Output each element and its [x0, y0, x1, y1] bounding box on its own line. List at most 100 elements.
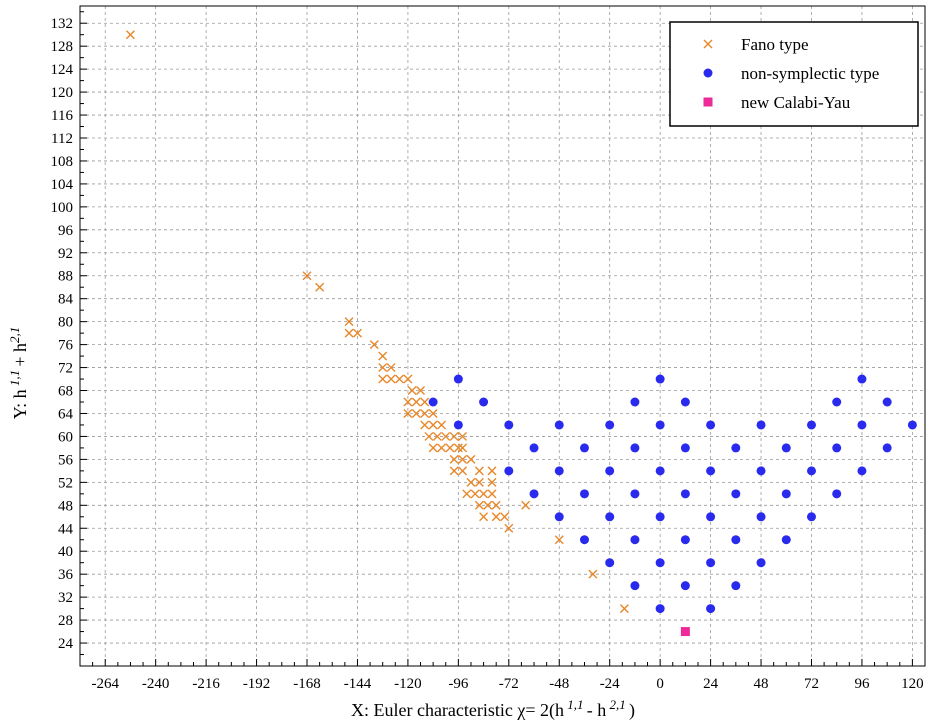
non-symplectic-point [781, 489, 791, 499]
fano-point [554, 535, 564, 545]
fano-point [432, 431, 442, 441]
fano-point [437, 420, 447, 430]
y-axis-title: Y: h 1,1 + h2,1 [7, 327, 31, 420]
non-symplectic-point [504, 466, 514, 476]
fano-point [403, 408, 413, 418]
y-tick-label: 116 [51, 108, 73, 124]
non-symplectic-point [857, 420, 867, 430]
non-symplectic-point [806, 420, 816, 430]
y-tick-label: 24 [58, 636, 74, 652]
non-symplectic-point [453, 374, 463, 384]
y-tick-label: 84 [58, 292, 74, 308]
x-tick-label: -72 [499, 676, 519, 692]
fano-point [466, 454, 476, 464]
non-symplectic-point [630, 581, 640, 591]
legend-marker [703, 39, 713, 49]
non-symplectic-point [605, 512, 615, 522]
y-tick-label: 56 [58, 452, 74, 468]
non-symplectic-point [655, 558, 665, 568]
non-symplectic-point [806, 512, 816, 522]
y-tick-label: 60 [58, 429, 73, 445]
non-symplectic-point [731, 443, 741, 453]
fano-point [474, 477, 484, 487]
non-symplectic-point [554, 466, 564, 476]
y-tick-label: 132 [51, 16, 74, 32]
non-symplectic-point [630, 535, 640, 545]
non-symplectic-point [529, 443, 539, 453]
non-symplectic-point [479, 397, 489, 407]
non-symplectic-point [655, 466, 665, 476]
fano-point [378, 351, 388, 361]
y-tick-label: 48 [58, 498, 73, 514]
non-symplectic-point [680, 443, 690, 453]
fano-point [487, 466, 497, 476]
y-tick-label: 64 [58, 406, 74, 422]
non-symplectic-point [731, 535, 741, 545]
non-symplectic-point [554, 512, 564, 522]
non-symplectic-point [706, 420, 716, 430]
non-symplectic-point [907, 420, 917, 430]
non-symplectic-point [832, 443, 842, 453]
y-tick-label: 108 [51, 154, 74, 170]
x-tick-label: 24 [703, 676, 719, 692]
non-symplectic-point [781, 443, 791, 453]
legend-label: Fano type [741, 35, 809, 54]
non-symplectic-point [428, 397, 438, 407]
non-symplectic-point [756, 466, 766, 476]
y-tick-label: 128 [51, 39, 74, 55]
fano-point [378, 363, 388, 373]
y-tick-label: 92 [58, 246, 73, 262]
fano-point [125, 30, 135, 40]
x-tick-label: 48 [754, 676, 769, 692]
plot-frame [79, 5, 926, 667]
fano-point [428, 443, 438, 453]
fano-point [453, 443, 463, 453]
x-tick-label: -168 [293, 676, 321, 692]
non-symplectic-point [605, 420, 615, 430]
fano-point [369, 340, 379, 350]
fano-point [487, 477, 497, 487]
non-symplectic-point [453, 420, 463, 430]
non-symplectic-point [756, 512, 766, 522]
fano-point [344, 317, 354, 327]
x-tick-label: -48 [549, 676, 569, 692]
x-tick-labels: -264 -240 -216 -192 -168 -144 -120 -96 -72 -48 -24… [91, 676, 923, 692]
fano-point [428, 408, 438, 418]
non-symplectic-point [781, 535, 791, 545]
non-symplectic-point [706, 558, 716, 568]
y-tick-label: 124 [51, 62, 74, 78]
non-symplectic-point [706, 604, 716, 614]
fano-point [437, 443, 447, 453]
non-symplectic-point [680, 535, 690, 545]
fano-point [458, 431, 468, 441]
non-symplectic-point [731, 581, 741, 591]
non-symplectic-point [806, 466, 816, 476]
non-symplectic-point [857, 374, 867, 384]
fano-point [521, 500, 531, 510]
non-symplectic-point [630, 489, 640, 499]
y-tick-label: 88 [58, 269, 73, 285]
fano-point [449, 454, 459, 464]
non-symplectic-point [706, 512, 716, 522]
non-symplectic-point [579, 443, 589, 453]
legend-marker [703, 68, 713, 78]
non-symplectic-point [655, 420, 665, 430]
y-tick-label: 28 [58, 613, 73, 629]
data-points [125, 30, 917, 637]
x-axis-title: X: Euler characteristic χ= 2(h 1,1 - h 2… [351, 697, 635, 722]
fano-point [441, 431, 451, 441]
grid-lines [80, 6, 925, 666]
fano-point [491, 512, 501, 522]
fano-point [588, 569, 598, 579]
legend-marker [703, 97, 713, 107]
non-symplectic-point [605, 558, 615, 568]
x-tick-label: -120 [394, 676, 422, 692]
non-symplectic-point [579, 489, 589, 499]
calabi-yau-point [680, 627, 690, 637]
non-symplectic-point [655, 512, 665, 522]
non-symplectic-point [680, 489, 690, 499]
fano-point [474, 500, 484, 510]
y-tick-label: 120 [51, 85, 74, 101]
fano-point [352, 328, 362, 338]
